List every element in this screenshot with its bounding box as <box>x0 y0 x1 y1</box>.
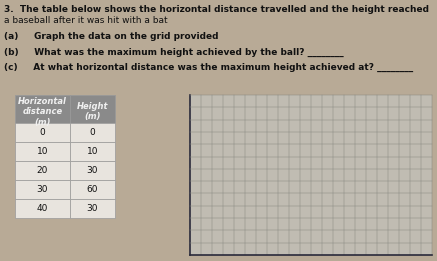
Text: 30: 30 <box>87 204 98 213</box>
Bar <box>190 95 432 255</box>
Bar <box>70 123 115 142</box>
Text: 40: 40 <box>37 204 48 213</box>
Bar <box>70 199 115 218</box>
Text: Height
(m): Height (m) <box>77 102 108 121</box>
Text: 30: 30 <box>87 166 98 175</box>
Text: Horizontal
distance
(m): Horizontal distance (m) <box>18 97 67 127</box>
Bar <box>15 95 70 123</box>
Bar <box>15 180 70 199</box>
Text: (c)     At what horizontal distance was the maximum height achieved at? ________: (c) At what horizontal distance was the … <box>4 63 413 72</box>
Text: (b)     What was the maximum height achieved by the ball? ________: (b) What was the maximum height achieved… <box>4 48 343 57</box>
Text: 10: 10 <box>37 147 48 156</box>
Text: (a)     Graph the data on the grid provided: (a) Graph the data on the grid provided <box>4 32 218 41</box>
Text: 3.  The table below shows the horizontal distance travelled and the height reach: 3. The table below shows the horizontal … <box>4 5 429 14</box>
Bar <box>15 161 70 180</box>
Text: 60: 60 <box>87 185 98 194</box>
Bar <box>15 199 70 218</box>
Text: a baseball after it was hit with a bat: a baseball after it was hit with a bat <box>4 16 168 25</box>
Text: 0: 0 <box>90 128 95 137</box>
Bar <box>70 142 115 161</box>
Text: 0: 0 <box>40 128 45 137</box>
Bar <box>70 180 115 199</box>
Bar <box>70 161 115 180</box>
Text: 20: 20 <box>37 166 48 175</box>
Bar <box>70 95 115 123</box>
Text: 10: 10 <box>87 147 98 156</box>
Text: 30: 30 <box>37 185 48 194</box>
Bar <box>15 123 70 142</box>
Bar <box>15 142 70 161</box>
